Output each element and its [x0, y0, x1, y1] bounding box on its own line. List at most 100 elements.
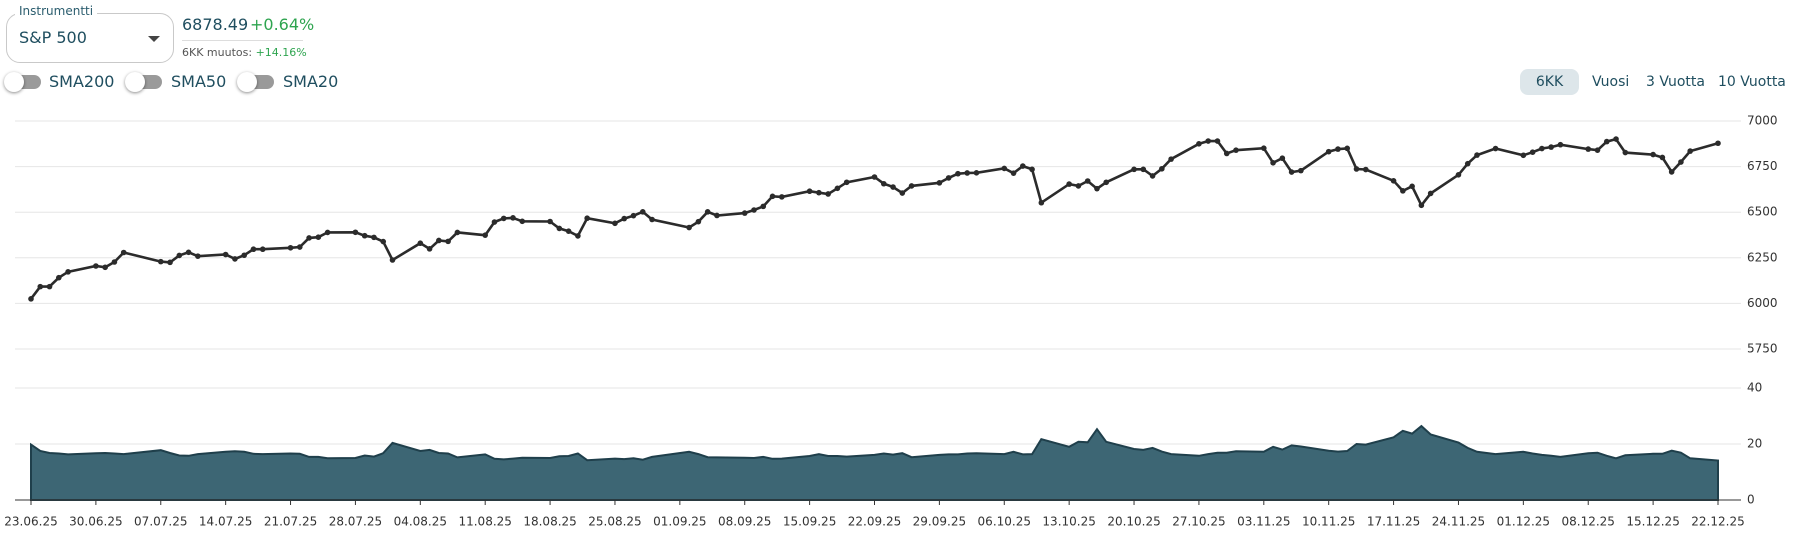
x-tick-label: 08.09.25 [718, 515, 771, 529]
x-tick-label: 17.11.25 [1367, 515, 1420, 529]
point [1687, 148, 1693, 154]
point [56, 274, 62, 281]
x-tick-label: 28.07.25 [329, 515, 382, 529]
point [1603, 138, 1610, 145]
x-tick-label: 23.06.25 [4, 515, 57, 529]
point [1362, 166, 1369, 173]
point [630, 212, 637, 219]
period-button[interactable]: 3 Vuotta [1646, 74, 1705, 90]
point [973, 170, 980, 176]
point [1622, 149, 1629, 156]
point [871, 174, 878, 180]
x-tick-label: 27.10.25 [1172, 515, 1225, 529]
point [695, 218, 702, 225]
point [482, 232, 488, 238]
point [751, 207, 757, 213]
point [1270, 159, 1276, 166]
point [1400, 188, 1406, 194]
toggle-label: SMA200 [49, 72, 115, 91]
point [1233, 147, 1239, 153]
x-tick-label: 25.08.25 [588, 515, 641, 529]
point [1539, 145, 1545, 152]
point [1715, 140, 1721, 147]
point [1001, 165, 1008, 172]
period-change: 6KK muutos: +14.16% [182, 46, 307, 59]
point [649, 216, 655, 223]
x-tick-label: 10.11.25 [1302, 515, 1355, 529]
point [964, 170, 970, 176]
point [28, 296, 34, 302]
point [714, 212, 720, 219]
period-button[interactable]: 6KK [1520, 69, 1579, 95]
point [120, 249, 127, 256]
y-tick-label: 6500 [1747, 205, 1778, 219]
point [500, 215, 507, 222]
point [769, 193, 776, 200]
point [176, 252, 183, 259]
x-tick-label: 04.08.25 [394, 515, 447, 529]
price: 6878.49 [182, 15, 249, 34]
point [185, 249, 192, 256]
x-tick-label: 06.10.25 [978, 515, 1031, 529]
x-tick-label: 08.12.25 [1562, 515, 1615, 529]
point [1390, 178, 1397, 184]
period-change-label: 6KK muutos: [182, 46, 253, 59]
point [825, 191, 831, 197]
period-button[interactable]: Vuosi [1592, 74, 1630, 90]
point [352, 229, 359, 236]
toggle[interactable] [125, 72, 162, 92]
x-tick-label: 07.07.25 [134, 515, 187, 529]
point [816, 189, 822, 196]
x-tick-label: 22.09.25 [848, 515, 901, 529]
point [936, 180, 943, 186]
point [436, 237, 442, 244]
y-tick-label: 7000 [1747, 114, 1778, 128]
point [1353, 166, 1360, 172]
point [445, 238, 451, 245]
point [1455, 172, 1462, 178]
point [741, 210, 748, 216]
point [1149, 173, 1156, 179]
select-value[interactable]: S&P 500 [19, 28, 87, 47]
point [1159, 165, 1165, 172]
point [1464, 160, 1471, 167]
point [779, 194, 785, 200]
point [1279, 155, 1286, 162]
point [1020, 163, 1026, 169]
point [241, 252, 247, 259]
point [945, 175, 952, 181]
y-tick-label: 6750 [1747, 159, 1778, 173]
point [93, 263, 99, 269]
point [297, 244, 303, 250]
point [1131, 166, 1137, 173]
point [37, 283, 44, 290]
point [1492, 145, 1499, 152]
line [29, 137, 1719, 300]
select-label: Instrumentti [15, 4, 98, 18]
point [1335, 146, 1341, 152]
point [287, 244, 294, 251]
y-tick-label: 6250 [1747, 250, 1778, 264]
dropdown-caret[interactable] [148, 36, 160, 42]
point [519, 218, 526, 225]
point [575, 233, 581, 239]
point [46, 283, 53, 290]
area [30, 424, 1719, 501]
point [1594, 147, 1601, 153]
toggle[interactable] [237, 72, 274, 92]
point [1548, 144, 1554, 150]
point [1613, 136, 1619, 142]
point [1223, 150, 1230, 157]
x-tick-label: 15.12.25 [1626, 515, 1679, 529]
toggle-label: SMA50 [171, 72, 227, 91]
point [1140, 166, 1147, 173]
point [1344, 145, 1351, 152]
point [547, 218, 553, 225]
point [1298, 167, 1304, 174]
period-button[interactable]: 10 Vuotta [1718, 74, 1786, 90]
toggle[interactable] [4, 72, 41, 92]
point [1659, 154, 1666, 161]
divider [182, 40, 303, 41]
point [899, 190, 906, 196]
point [195, 253, 201, 259]
